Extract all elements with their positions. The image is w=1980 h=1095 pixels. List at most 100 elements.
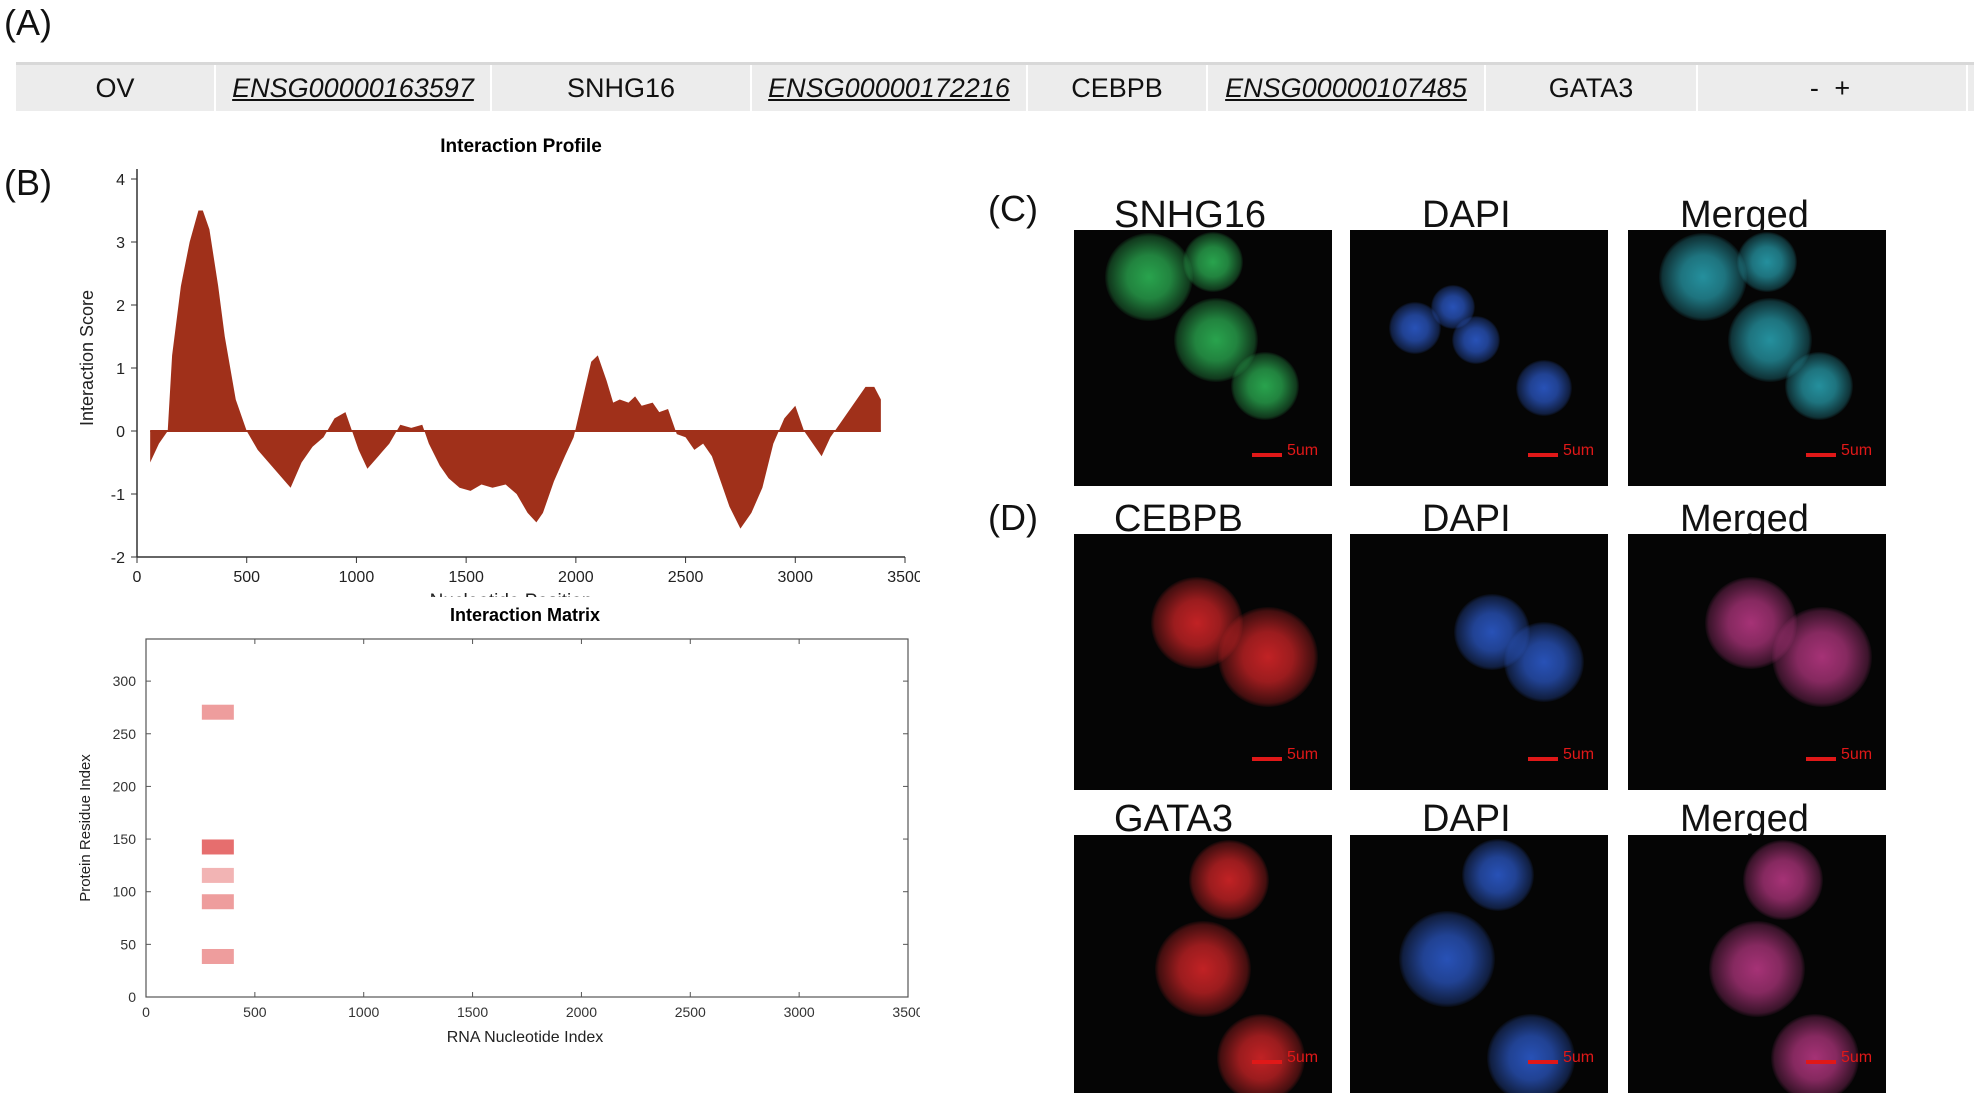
heatmap-cell xyxy=(201,839,234,855)
x-tick-label: 3000 xyxy=(777,569,813,586)
cancer-type-cell: OV xyxy=(16,65,216,111)
scale-bar xyxy=(1806,453,1836,457)
y-axis-label: Interaction Score xyxy=(77,290,97,426)
x-tick-label: 1000 xyxy=(348,1004,379,1020)
x-tick-label: 2000 xyxy=(558,569,594,586)
y-tick-label: 50 xyxy=(120,936,136,952)
ensembl-id-link[interactable]: ENSG00000163597 xyxy=(216,65,492,111)
y-tick-label: 0 xyxy=(128,989,136,1005)
micrograph-label: GATA3 xyxy=(1114,798,1233,840)
cell-fluorescence xyxy=(1486,1014,1575,1093)
cell-fluorescence xyxy=(1515,359,1572,416)
micrograph-label: DAPI xyxy=(1422,194,1511,236)
cell-fluorescence xyxy=(1155,920,1251,1017)
heatmap-cell xyxy=(201,894,234,910)
y-tick-label: -2 xyxy=(111,550,125,567)
cell-fluorescence xyxy=(1462,838,1535,911)
x-tick-label: 0 xyxy=(142,1004,150,1020)
scale-bar xyxy=(1806,1060,1836,1064)
cell-fluorescence xyxy=(1709,920,1805,1017)
y-axis-label: Protein Residue Index xyxy=(77,754,94,902)
y-tick-label: 150 xyxy=(113,831,137,847)
scale-bar-label: 5um xyxy=(1563,442,1595,459)
plot-frame xyxy=(145,638,909,998)
x-tick-label: 1000 xyxy=(339,569,375,586)
y-tick-label: 250 xyxy=(113,726,137,742)
y-tick-label: 100 xyxy=(113,884,137,900)
heatmap-cell xyxy=(201,948,234,964)
gene-name-cell: CEBPB xyxy=(1028,65,1208,111)
scale-bar-label: 5um xyxy=(1287,1049,1319,1066)
micrograph-label: Merged xyxy=(1680,498,1809,540)
micrograph-image: 5um xyxy=(1074,835,1332,1093)
heatmap-cell xyxy=(201,704,234,720)
cell-fluorescence xyxy=(1183,231,1244,292)
cell-fluorescence xyxy=(1188,839,1269,920)
micrograph-label: Merged xyxy=(1680,798,1809,840)
x-tick-label: 1500 xyxy=(448,569,484,586)
x-tick-label: 3000 xyxy=(784,1004,815,1020)
scale-bar-label: 5um xyxy=(1563,1049,1595,1066)
cell-fluorescence xyxy=(1658,233,1747,322)
scale-bar xyxy=(1528,1060,1558,1064)
scale-bar-label: 5um xyxy=(1287,442,1319,459)
cell-fluorescence xyxy=(1217,607,1318,708)
y-tick-label: 3 xyxy=(116,235,125,252)
scale-bar xyxy=(1528,453,1558,457)
micrograph-image: 5um xyxy=(1350,835,1608,1093)
micrograph-image: 5um xyxy=(1074,230,1332,486)
gene-table-row: OV ENSG00000163597 SNHG16 ENSG0000017221… xyxy=(16,62,1974,111)
heatmap-cell xyxy=(201,867,234,883)
y-tick-label: 4 xyxy=(116,172,125,189)
panel-letter-d: (D) xyxy=(988,497,1038,538)
cell-fluorescence xyxy=(1230,351,1299,420)
cell-fluorescence xyxy=(1217,1014,1306,1093)
y-tick-label: 0 xyxy=(116,424,125,441)
x-tick-label: 1500 xyxy=(457,1004,488,1020)
panel-letter-c: (C) xyxy=(988,188,1038,229)
cell-fluorescence xyxy=(1737,231,1798,292)
panel-letter-a: (A) xyxy=(4,2,52,43)
cell-fluorescence xyxy=(1503,622,1584,702)
scale-bar-label: 5um xyxy=(1563,746,1595,763)
ensembl-id-link[interactable]: ENSG00000107485 xyxy=(1208,65,1486,111)
cell-fluorescence xyxy=(1771,1014,1860,1093)
cell-fluorescence xyxy=(1771,607,1872,708)
micrograph-image: 5um xyxy=(1074,534,1332,790)
scale-bar xyxy=(1252,453,1282,457)
y-tick-label: 200 xyxy=(113,778,137,794)
micrograph-image: 5um xyxy=(1628,230,1886,486)
gene-name-cell: GATA3 xyxy=(1486,65,1698,111)
y-tick-label: 2 xyxy=(116,298,125,315)
micrograph-label: DAPI xyxy=(1422,498,1511,540)
y-tick-label: 1 xyxy=(116,361,125,378)
y-tick-label: 300 xyxy=(113,673,137,689)
micrograph-label: DAPI xyxy=(1422,798,1511,840)
scale-bar xyxy=(1806,757,1836,761)
micrograph-image: 5um xyxy=(1350,230,1608,486)
plot-area: 0 500 1000 1500 2000 2500 3000 3500 -2 -1 0 1 2 3 4 Nuc… xyxy=(77,169,920,597)
scale-bar-label: 5um xyxy=(1841,746,1873,763)
interaction-profile-chart: Interaction Profile 0 500 1000 1500 2000 2500 3… xyxy=(77,136,920,597)
ensembl-id-link[interactable]: ENSG00000172216 xyxy=(752,65,1028,111)
chart-title: Interaction Profile xyxy=(440,136,602,157)
x-tick-label: 3500 xyxy=(892,1004,920,1020)
expand-collapse-controls[interactable]: - + xyxy=(1698,65,1968,111)
cell-fluorescence xyxy=(1398,911,1495,1008)
scale-bar-label: 5um xyxy=(1841,1049,1873,1066)
micrograph-label: CEBPB xyxy=(1114,498,1243,540)
cell-fluorescence xyxy=(1104,233,1193,322)
chart-title: Interaction Matrix xyxy=(450,605,600,625)
scale-bar-label: 5um xyxy=(1287,746,1319,763)
x-tick-label: 3500 xyxy=(887,569,920,586)
x-axis-label: Nucleotide Position xyxy=(430,591,593,597)
micrograph-label: SNHG16 xyxy=(1114,194,1267,236)
micrograph-label: Merged xyxy=(1680,194,1809,236)
x-axis-label: RNA Nucleotide Index xyxy=(447,1029,604,1046)
panel-letter-b: (B) xyxy=(4,162,52,203)
x-tick-label: 500 xyxy=(243,1004,267,1020)
x-tick-label: 0 xyxy=(133,569,142,586)
x-tick-label: 2500 xyxy=(675,1004,706,1020)
scale-bar-label: 5um xyxy=(1841,442,1873,459)
x-tick-label: 500 xyxy=(233,569,260,586)
